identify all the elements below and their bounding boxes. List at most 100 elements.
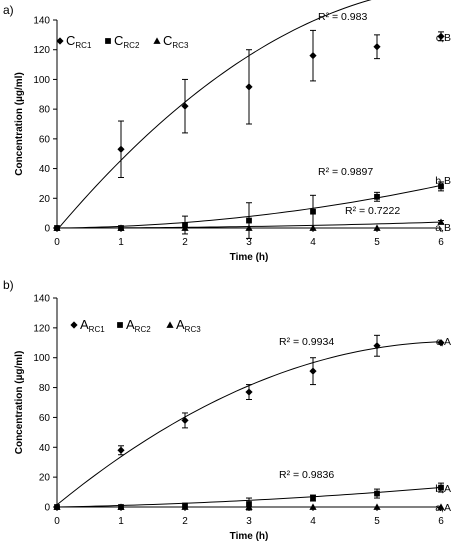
data-point	[181, 416, 189, 425]
data-point	[117, 446, 125, 454]
data-point	[309, 367, 317, 375]
data-point	[245, 224, 253, 231]
x-tick-label: 4	[310, 516, 316, 527]
legend-marker	[105, 38, 111, 44]
x-axis-title: Time (h)	[230, 252, 269, 263]
chart-panel-b: b) 0 20 40 60 80 100 120 140 0 1 2 3 4 5 6 Time (h) Conce…	[3, 278, 451, 542]
y-tick-label: 40	[39, 164, 51, 175]
x-tick-label: 4	[310, 237, 316, 248]
data-point	[438, 183, 444, 190]
x-tick-label: 0	[54, 237, 60, 248]
legend-label: ARC2	[126, 317, 151, 334]
x-tick-label: 5	[374, 237, 380, 248]
trendline	[56, 341, 442, 506]
y-tick-label: 40	[39, 443, 51, 454]
data-point	[373, 43, 381, 51]
y-tick-label: 60	[39, 134, 51, 145]
series-a-rc2: R² = 0.9836 b,A	[54, 469, 451, 511]
r2-label: R² = 0.7222	[345, 205, 400, 217]
r2-label: R² = 0.9934	[279, 336, 334, 348]
legend-entry: ARC3	[166, 317, 201, 334]
legend-label: ARC3	[176, 317, 201, 334]
chart-panel-a: a) 0 20 40 60 80 100 120 140 0 1 2 3 4 5 6 Time (h) Conce…	[3, 0, 451, 263]
significance-label: c,A	[436, 336, 451, 348]
y-tick-label: 20	[39, 473, 51, 484]
y-tick-label: 120	[33, 45, 50, 56]
x-tick-label: 6	[438, 516, 444, 527]
r2-label: R² = 0.983	[318, 11, 367, 23]
data-point	[181, 503, 189, 510]
data-point	[373, 224, 381, 231]
data-point	[117, 503, 125, 510]
legend-entry: ARC1	[70, 317, 105, 334]
data-point	[245, 83, 253, 91]
x-tick-label: 1	[118, 237, 124, 248]
x-axis-title: Time (h)	[230, 531, 269, 542]
data-point	[181, 102, 189, 110]
significance-label: a,B	[435, 222, 451, 234]
data-point	[310, 495, 316, 501]
y-tick-label: 20	[39, 194, 51, 205]
y-tick-label: 140	[33, 16, 50, 27]
r2-label: R² = 0.9836	[279, 469, 334, 481]
legend-label: CRC2	[114, 33, 140, 50]
data-point	[373, 503, 381, 510]
data-point	[438, 484, 444, 491]
data-point	[53, 224, 61, 231]
data-point	[437, 32, 445, 40]
y-axis-title: Concentration (µg/ml)	[14, 72, 25, 176]
data-point	[181, 224, 189, 231]
legend-label: CRC3	[163, 33, 189, 50]
legend-marker	[166, 321, 174, 328]
significance-label: c,B	[436, 32, 451, 44]
series-a-rc3: a,A	[53, 502, 451, 514]
legend-marker	[117, 322, 123, 328]
x-tick-label: 3	[246, 237, 252, 248]
y-tick-label: 140	[33, 294, 50, 305]
significance-label: a,A	[435, 502, 451, 514]
data-point	[374, 490, 380, 497]
data-point	[309, 224, 317, 231]
legend-label: ARC1	[80, 317, 105, 334]
data-point	[310, 208, 316, 215]
significance-label: b,A	[435, 483, 451, 495]
y-tick-label: 80	[39, 383, 51, 394]
legend-marker	[153, 37, 161, 44]
series-c-rc1: R² = 0.983 c,B	[53, 0, 451, 232]
data-point	[117, 224, 125, 231]
r2-label: R² = 0.9897	[318, 166, 373, 178]
legend-entry: CRC1	[56, 33, 92, 50]
y-tick-label: 0	[44, 224, 50, 235]
y-tick-label: 80	[39, 105, 51, 116]
data-point	[309, 52, 317, 60]
y-tick-label: 100	[33, 353, 50, 364]
series-c-rc3: R² = 0.7222 a,B	[53, 205, 451, 234]
series-a-rc1: R² = 0.9934 c,A	[53, 334, 451, 511]
legend-label: CRC1	[66, 33, 92, 50]
legend-marker	[56, 37, 64, 45]
legend-marker	[70, 321, 78, 329]
legend-entry: CRC2	[105, 33, 140, 50]
significance-label: b,B	[435, 175, 451, 187]
legend-entry: ARC2	[117, 317, 151, 334]
x-tick-label: 0	[54, 516, 60, 527]
data-point	[53, 503, 61, 510]
data-point	[245, 388, 253, 396]
y-tick-label: 60	[39, 413, 51, 424]
data-point	[437, 218, 445, 225]
y-tick-label: 120	[33, 323, 50, 334]
data-point	[374, 193, 380, 200]
panel-label: a)	[3, 3, 14, 17]
x-tick-label: 6	[438, 237, 444, 248]
x-tick-label: 2	[182, 237, 188, 248]
x-tick-label: 2	[182, 516, 188, 527]
data-point	[309, 503, 317, 510]
y-axis-title: Concentration (µg/ml)	[14, 351, 25, 455]
legend-entry: CRC3	[153, 33, 189, 50]
x-tick-label: 5	[374, 516, 380, 527]
y-tick-label: 100	[33, 75, 50, 86]
y-tick-label: 0	[44, 503, 50, 514]
data-point	[246, 217, 252, 224]
data-point	[245, 503, 253, 510]
